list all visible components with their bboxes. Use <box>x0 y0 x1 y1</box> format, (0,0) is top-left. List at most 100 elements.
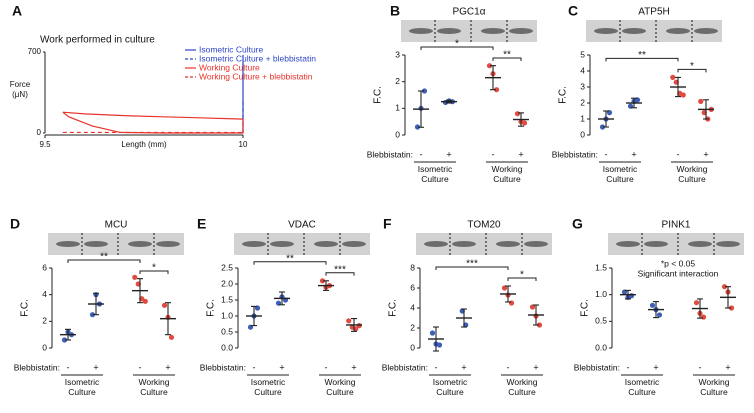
data-point <box>536 322 543 328</box>
y-tick-label: 2.0 <box>221 278 233 288</box>
row-label: Blebbistatin: <box>200 362 246 372</box>
data-point <box>61 337 68 343</box>
y-axis-label: Force (μN) <box>9 80 31 99</box>
y-tick-label: 1 <box>580 113 585 123</box>
group-label: Working Culture <box>676 164 708 184</box>
group-label: Working Culture <box>138 377 170 397</box>
group-label: Working Culture <box>698 377 730 397</box>
row-label: Blebbistatin: <box>367 149 413 159</box>
y-tick-label: 0 <box>37 128 42 137</box>
sig-label: *** <box>334 264 346 275</box>
x-tick-label: - <box>420 149 423 159</box>
y-tick-label: 4 <box>42 289 47 299</box>
note: Significant interaction <box>638 268 719 278</box>
panel-letter: F <box>383 216 392 232</box>
data-point <box>721 284 728 290</box>
y-tick-label: 8 <box>410 262 415 272</box>
data-point <box>728 305 735 311</box>
blot-band <box>496 241 520 247</box>
x-tick-label: - <box>627 362 630 372</box>
x-tick-label: - <box>67 362 70 372</box>
x-tick-label: + <box>725 362 730 372</box>
sig-label: *** <box>466 259 478 270</box>
x-tick-label: - <box>605 149 608 159</box>
legend-label: Working Culture <box>199 62 260 72</box>
group-label: Isometric Culture <box>64 377 100 397</box>
blot-band <box>84 241 108 247</box>
data-point <box>521 120 528 126</box>
group-label: Isometric Culture <box>602 164 638 184</box>
data-point <box>508 300 515 306</box>
blot-band <box>156 241 180 247</box>
sig-label: * <box>690 61 694 72</box>
data-point <box>132 274 138 280</box>
y-axis-label: F.C. <box>388 299 399 317</box>
y-tick-label: 0.5 <box>595 316 607 326</box>
y-tick-label: 2 <box>410 322 415 332</box>
y-tick-label: 3 <box>395 49 400 59</box>
data-point <box>421 88 428 94</box>
blot-band <box>716 241 740 247</box>
group-label: Isometric Culture <box>250 377 286 397</box>
blot-band <box>688 241 712 247</box>
sig-label: * <box>520 270 524 281</box>
sig-label: * <box>455 39 459 50</box>
blot-band <box>524 241 548 247</box>
x-tick-label: + <box>93 362 98 372</box>
y-tick-label: 700 <box>28 47 42 56</box>
blot-band <box>644 241 668 247</box>
blot-band <box>694 28 718 34</box>
data-point <box>436 342 443 348</box>
blot-band <box>437 28 461 34</box>
sig-label: ** <box>286 253 294 264</box>
sig-bracket <box>325 272 355 276</box>
data-point <box>599 124 606 130</box>
y-axis-label: F.C. <box>206 299 217 317</box>
y-tick-label: 2 <box>580 97 585 107</box>
data-point <box>414 124 421 130</box>
x-tick-label: + <box>533 362 538 372</box>
row-label: Blebbistatin: <box>574 362 620 372</box>
data-point <box>501 285 508 291</box>
data-point <box>649 302 656 308</box>
y-axis-label: F.C. <box>373 86 384 104</box>
data-point <box>529 304 536 310</box>
y-tick-label: 6 <box>42 262 47 272</box>
y-tick-label: 1.5 <box>221 294 233 304</box>
y-tick-label: 0.0 <box>221 342 233 352</box>
y-tick-label: 0.5 <box>221 326 233 336</box>
chart-title: VDAC <box>288 220 316 231</box>
group-label: Working Culture <box>506 377 538 397</box>
blot-band <box>424 241 448 247</box>
y-axis-label: F.C. <box>20 299 31 317</box>
chart-title: Work performed in culture <box>40 35 155 46</box>
legend-label: Isometric Culture + blebbistatin <box>199 53 316 63</box>
x-tick-label: 10 <box>239 140 248 149</box>
panel-letter: D <box>10 216 20 232</box>
x-tick-label: + <box>631 149 636 159</box>
data-point <box>346 318 352 324</box>
blot-band <box>342 241 366 247</box>
y-tick-label: 6 <box>410 282 415 292</box>
x-tick-label: + <box>351 362 356 372</box>
x-axis-label: Length (mm) <box>121 140 167 149</box>
chart-title: MCU <box>105 220 128 231</box>
x-tick-label: + <box>446 149 451 159</box>
panel-letter: B <box>390 3 400 19</box>
sig-label: ** <box>638 50 646 61</box>
panel-letter: G <box>572 216 583 232</box>
chart-title: PGC1α <box>452 7 485 18</box>
y-tick-label: 2 <box>395 76 400 86</box>
data-point <box>680 92 686 98</box>
blot-band <box>594 28 618 34</box>
y-tick-label: 1.0 <box>221 310 233 320</box>
group-label: Working Culture <box>324 377 356 397</box>
sig-bracket <box>435 266 509 270</box>
data-point <box>89 312 96 318</box>
blot-band <box>616 241 640 247</box>
chart-title: TOM20 <box>467 220 501 231</box>
y-tick-label: 4 <box>580 65 585 75</box>
x-tick-label: + <box>279 362 284 372</box>
group-label: Isometric Culture <box>432 377 468 397</box>
